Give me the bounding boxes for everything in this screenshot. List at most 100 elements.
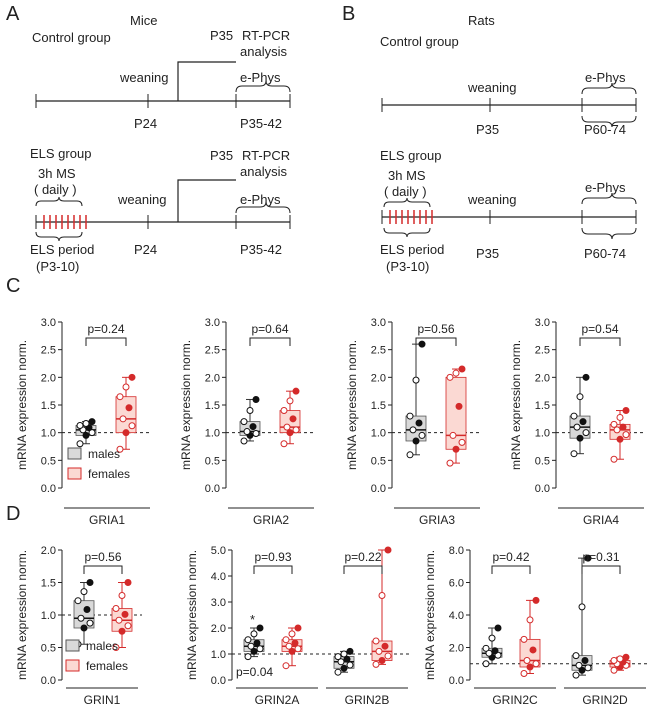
male-point bbox=[86, 619, 94, 627]
y-tick-label: 2.5 bbox=[41, 345, 56, 357]
a-control-branch bbox=[177, 61, 236, 101]
gene-label: GRIN2D bbox=[582, 693, 628, 707]
female-point bbox=[124, 622, 132, 630]
p-bracket bbox=[581, 565, 621, 574]
female-point bbox=[112, 644, 120, 651]
male-point bbox=[244, 636, 252, 644]
y-tick-label: 1.5 bbox=[41, 400, 56, 412]
female-point bbox=[128, 373, 136, 381]
male-point bbox=[256, 624, 264, 632]
a-control-rtpcr2: analysis bbox=[240, 44, 287, 59]
panel-b-letter: B bbox=[342, 3, 355, 25]
female-box bbox=[445, 376, 467, 450]
female-point bbox=[121, 610, 129, 618]
female-point bbox=[378, 657, 386, 664]
female-point bbox=[610, 420, 618, 428]
p-bracket bbox=[579, 337, 621, 346]
male-point bbox=[343, 655, 351, 663]
a-els-branch bbox=[177, 179, 236, 222]
b-els-ms-ticks bbox=[389, 210, 433, 224]
significance-star: * bbox=[250, 612, 255, 627]
male-point bbox=[249, 423, 257, 431]
a-control-range: P35-42 bbox=[240, 116, 282, 131]
male-point bbox=[575, 661, 583, 669]
p-value-extra: p=0.04 bbox=[236, 665, 273, 679]
female-point bbox=[116, 393, 124, 401]
y-tick-label: 0.5 bbox=[41, 455, 56, 467]
male-point bbox=[570, 450, 578, 458]
y-tick-label: 5.0 bbox=[211, 545, 226, 557]
gene-label: GRIN1 bbox=[84, 693, 121, 707]
female-point bbox=[294, 645, 302, 653]
panel-a: A Mice Control group P35 RT-PCR analysis… bbox=[6, 3, 291, 274]
male-point bbox=[576, 393, 584, 401]
male-point bbox=[406, 412, 414, 420]
female-point bbox=[118, 592, 126, 599]
y-tick-label: 2.0 bbox=[41, 372, 56, 384]
a-control-p24: P24 bbox=[134, 116, 157, 131]
chart-d-2: mRNA expression norm. 0.0 2.0 4.0 6.0 8.0 p=0.… bbox=[423, 545, 650, 707]
male-point bbox=[88, 418, 96, 426]
male-point bbox=[572, 652, 580, 660]
male-point bbox=[76, 440, 84, 448]
male-point bbox=[572, 671, 580, 679]
y-tick-label: 0.0 bbox=[449, 675, 464, 687]
a-els-ms1: 3h MS bbox=[38, 166, 76, 181]
y-tick-label: 2.5 bbox=[535, 345, 550, 357]
a-els-weaning: weaning bbox=[117, 192, 166, 207]
female-point bbox=[523, 657, 531, 664]
male-point bbox=[573, 423, 581, 431]
male-point bbox=[250, 647, 258, 655]
female-point bbox=[288, 630, 296, 638]
y-tick-label: 3.0 bbox=[41, 317, 56, 329]
female-point bbox=[292, 426, 300, 434]
female-point bbox=[115, 616, 123, 624]
b-els-period1: ELS period bbox=[380, 242, 444, 257]
female-point bbox=[288, 647, 296, 655]
y-tick-label: 2.0 bbox=[41, 545, 56, 557]
male-point bbox=[253, 639, 261, 647]
male-point bbox=[240, 418, 248, 426]
female-point bbox=[285, 642, 293, 650]
male-point bbox=[582, 373, 590, 381]
a-els-rtpcr1: RT-PCR bbox=[242, 148, 290, 163]
gene-label: GRIA3 bbox=[419, 513, 455, 527]
chart-gria3: mRNA expression norm. 0.0 0.5 1.0 1.5 2.0 2.5 3… bbox=[345, 317, 482, 527]
p-value-label: p=0.56 bbox=[84, 550, 121, 564]
panel-b-species: Rats bbox=[468, 13, 495, 28]
male-point bbox=[482, 644, 490, 652]
male-point bbox=[246, 407, 254, 415]
female-point bbox=[532, 596, 540, 604]
female-point bbox=[452, 369, 460, 377]
p-bracket bbox=[253, 565, 293, 574]
y-tick-label: 0.0 bbox=[41, 483, 56, 495]
female-point bbox=[455, 402, 463, 410]
b-control-range: P60-74 bbox=[584, 122, 626, 137]
a-els-rtpcr2: analysis bbox=[240, 164, 287, 179]
y-tick-label: 0.0 bbox=[211, 675, 226, 687]
male-point bbox=[415, 419, 423, 427]
female-point bbox=[375, 647, 383, 655]
b-control-weaning: weaning bbox=[467, 80, 516, 95]
y-tick-label: 1.0 bbox=[41, 428, 56, 440]
male-point bbox=[74, 597, 82, 605]
female-point bbox=[622, 431, 630, 439]
y-tick-label: 0.0 bbox=[371, 483, 386, 495]
p-bracket bbox=[85, 337, 127, 346]
a-els-ms-ticks bbox=[43, 215, 87, 229]
a-els-p24: P24 bbox=[134, 242, 157, 257]
y-axis-label: mRNA expression norm. bbox=[423, 550, 437, 680]
y-tick-label: 3.0 bbox=[535, 317, 550, 329]
y-tick-label: 6.0 bbox=[449, 578, 464, 590]
y-tick-label: 3.0 bbox=[371, 317, 386, 329]
male-point bbox=[406, 451, 414, 459]
legend-males-swatch bbox=[65, 639, 80, 652]
panel-a-letter: A bbox=[6, 3, 20, 25]
female-point bbox=[458, 365, 466, 373]
y-tick-label: 2.0 bbox=[205, 372, 220, 384]
female-point bbox=[616, 435, 624, 443]
female-point bbox=[616, 655, 624, 663]
male-point bbox=[243, 428, 251, 436]
chart-gria2: mRNA expression norm. 0.0 0.5 1.0 1.5 2.0 2.5 3… bbox=[179, 317, 316, 527]
